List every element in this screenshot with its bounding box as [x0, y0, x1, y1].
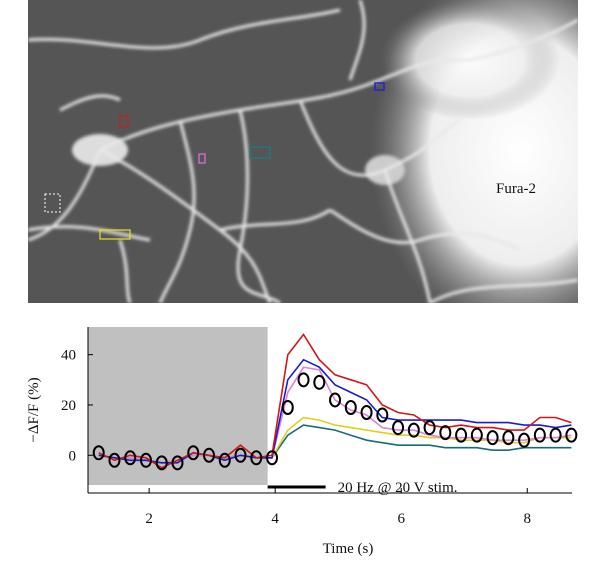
micrograph — [28, 0, 578, 303]
x-tick-label: 8 — [524, 511, 532, 527]
x-tick-label: 4 — [271, 511, 279, 527]
data-point — [455, 427, 468, 443]
data-point — [423, 420, 436, 436]
stimulus-label: 20 Hz @ 20 V stim. — [338, 480, 458, 496]
data-point — [234, 447, 247, 463]
data-point — [470, 427, 483, 443]
data-point — [439, 425, 452, 441]
y-axis-label: −ΔF/F (%) — [26, 377, 42, 442]
data-point — [155, 455, 168, 471]
data-point — [502, 430, 515, 446]
x-axis-label: Time (s) — [323, 541, 374, 557]
data-point — [203, 447, 215, 463]
data-point — [329, 392, 342, 408]
data-point — [360, 405, 373, 421]
data-point — [313, 374, 326, 390]
data-point — [518, 432, 531, 448]
data-point — [392, 420, 405, 436]
data-point — [139, 452, 152, 468]
data-point — [407, 422, 420, 438]
y-tick-label: 20 — [61, 398, 76, 414]
data-point — [549, 427, 562, 443]
data-point — [124, 450, 137, 466]
x-tick-label: 2 — [145, 511, 153, 527]
series-line — [98, 358, 572, 464]
image-label: Fura-2 — [496, 181, 536, 197]
data-point — [376, 407, 389, 423]
data-point — [565, 427, 578, 443]
y-tick-label: 0 — [69, 448, 77, 464]
data-point — [486, 430, 499, 446]
data-point — [266, 450, 279, 466]
data-point — [108, 452, 121, 468]
data-point — [344, 399, 357, 415]
x-tick-label: 6 — [397, 511, 405, 527]
data-point — [218, 452, 231, 468]
data-point — [250, 450, 263, 466]
data-point — [92, 445, 105, 461]
data-point — [281, 399, 294, 415]
data-point — [533, 427, 546, 443]
series-line — [98, 333, 572, 469]
data-point — [297, 372, 310, 388]
data-point — [187, 445, 200, 461]
y-tick-label: 40 — [61, 348, 76, 364]
data-point — [171, 455, 184, 471]
